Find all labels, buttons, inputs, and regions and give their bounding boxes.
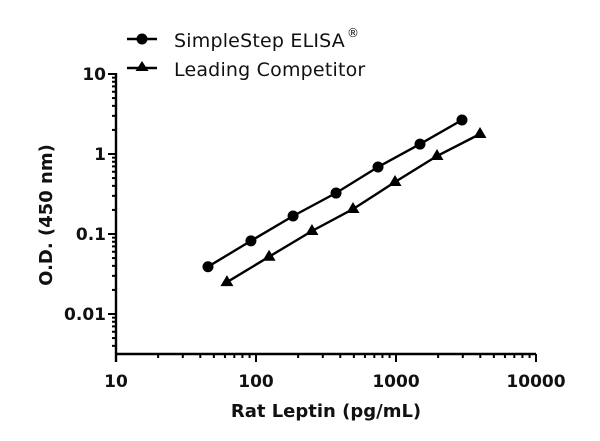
x-tick-label: 100 (238, 372, 274, 392)
series-competitor (220, 126, 487, 287)
circle-marker-icon (245, 235, 257, 247)
triangle-marker-icon (346, 202, 360, 214)
circle-marker-icon (414, 138, 426, 150)
legend: SimpleStep ELISA ® Leading Competitor (127, 26, 365, 81)
triangle-marker-icon (388, 174, 402, 186)
x-tick-label: 10 (104, 372, 128, 392)
circle-marker-icon (202, 261, 214, 273)
y-axis-title: O.D. (450 nm) (36, 144, 57, 286)
triangle-marker-icon (262, 249, 276, 261)
y-tick-label: 0.01 (64, 305, 106, 325)
circle-marker-icon (136, 33, 148, 45)
x-tick-labels: 10 100 1000 10000 (104, 372, 566, 392)
y-tick-label: 1 (94, 145, 106, 165)
legend-item-simplestep: SimpleStep ELISA ® (127, 26, 359, 52)
legend-item-competitor: Leading Competitor (127, 59, 365, 81)
circle-marker-icon (456, 114, 468, 126)
triangle-marker-icon (473, 126, 487, 138)
series-simplestep (202, 114, 468, 273)
x-tick-label: 1000 (372, 372, 419, 392)
x-axis-ticks (115, 354, 537, 362)
y-tick-label: 10 (82, 65, 106, 85)
plot-area (202, 114, 487, 287)
circle-marker-icon (372, 161, 384, 173)
legend-label-competitor: Leading Competitor (174, 59, 365, 81)
y-axis-ticks (108, 73, 116, 347)
triangle-marker-icon (305, 224, 319, 236)
circle-marker-icon (287, 210, 299, 222)
triangle-marker-icon (220, 275, 234, 287)
axes: 0.01 0.1 1 10 10 100 1000 10000 Rat Leptin (pg… (36, 65, 566, 422)
legend-label-simplestep: SimpleStep ELISA ® (174, 26, 359, 52)
y-tick-label: 0.1 (76, 225, 106, 245)
triangle-marker-icon (135, 61, 149, 71)
circle-marker-icon (330, 187, 342, 199)
triangle-marker-icon (430, 149, 444, 161)
x-axis-title: Rat Leptin (pg/mL) (231, 401, 421, 422)
y-tick-labels: 0.01 0.1 1 10 (64, 65, 106, 325)
x-tick-label: 10000 (506, 372, 565, 392)
